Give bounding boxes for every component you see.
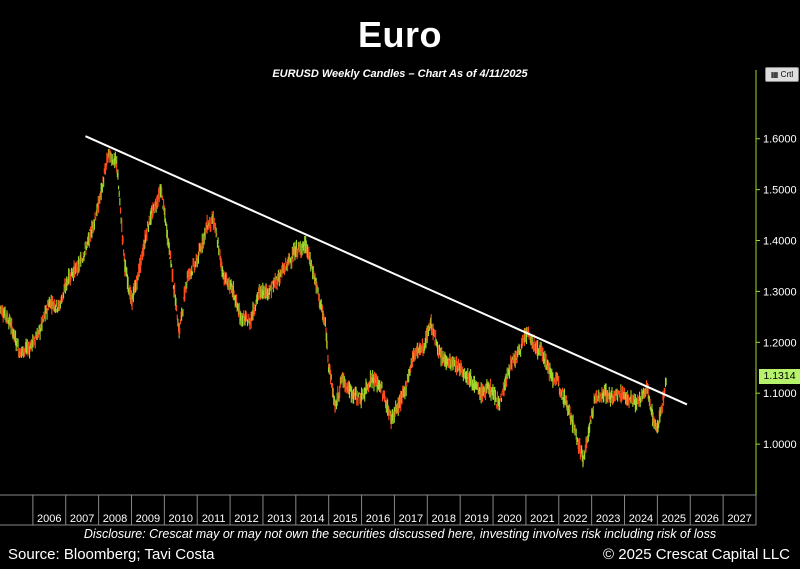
x-tick-label: 2016 [366, 513, 390, 525]
x-tick-label: 2012 [234, 513, 258, 525]
y-tick-label: 1.4000 [763, 236, 797, 248]
y-tick-label: 1.2000 [763, 337, 797, 349]
x-tick-label: 2007 [70, 513, 94, 525]
trendline [85, 135, 688, 406]
x-tick-label: 2011 [202, 513, 226, 525]
x-tick-label: 2009 [136, 513, 160, 525]
chart-subtitle: EURUSD Weekly Candles – Chart As of 4/11… [272, 68, 528, 80]
source-text: Source: Bloomberg; Tavi Costa [8, 546, 215, 563]
last-price-badge: 1.1314 [759, 369, 800, 385]
x-tick-label: 2024 [629, 513, 653, 525]
x-tick-label: 2006 [37, 513, 61, 525]
x-tick-label: 2021 [530, 513, 554, 525]
x-tick-label: 2008 [103, 513, 127, 525]
crtl-icon: ▦ [770, 70, 779, 79]
price-candles [0, 148, 667, 468]
x-tick-label: 2014 [300, 513, 324, 525]
x-tick-label: 2013 [267, 513, 291, 525]
x-tick-label: 2023 [596, 513, 620, 525]
chart-title: Euro [357, 14, 442, 55]
x-tick-label: 2026 [694, 513, 718, 525]
x-tick-label: 2017 [399, 513, 423, 525]
chart-canvas: 1.0000 1.1000 1.2000 1.3000 1.4000 1.5000 1.60… [0, 70, 797, 526]
x-tick-label: 2010 [169, 513, 193, 525]
x-tick-label: 2027 [727, 513, 751, 525]
x-tick-label: 2020 [497, 513, 521, 525]
y-axis: 1.0000 1.1000 1.2000 1.3000 1.4000 1.5000 1.60… [755, 70, 797, 495]
crtl-label: Crtl [780, 70, 794, 79]
x-tick-label: 2025 [662, 513, 686, 525]
y-tick-label: 1.3000 [763, 286, 797, 298]
y-tick-label: 1.1000 [763, 388, 797, 400]
x-axis: 2006 2007 2008 2009 2010 2011 2012 2013 2014 2015… [0, 494, 757, 526]
x-tick-label: 2018 [431, 513, 455, 525]
y-tick-label: 1.5000 [763, 185, 797, 197]
y-tick-label: 1.6000 [763, 134, 797, 146]
x-tick-label: 2022 [563, 513, 587, 525]
x-tick-label: 2015 [333, 513, 357, 525]
disclosure-text: Disclosure: Crescat may or may not own t… [83, 527, 717, 541]
crtl-button[interactable]: ▦ Crtl [765, 67, 799, 82]
copyright-text: © 2025 Crescat Capital LLC [603, 546, 790, 563]
y-tick-label: 1.0000 [763, 439, 797, 451]
x-tick-label: 2019 [464, 513, 488, 525]
